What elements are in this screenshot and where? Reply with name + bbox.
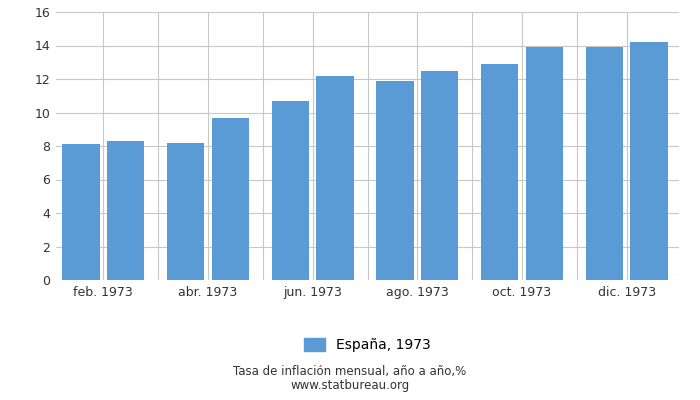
Legend: España, 1973: España, 1973 (299, 332, 436, 358)
Bar (211, 118, 249, 280)
Bar (631, 42, 668, 280)
Text: Tasa de inflación mensual, año a año,%: Tasa de inflación mensual, año a año,% (233, 366, 467, 378)
Bar (167, 143, 204, 280)
Bar (107, 141, 144, 280)
Bar (272, 101, 309, 280)
Bar (376, 81, 414, 280)
Bar (526, 47, 563, 280)
Bar (481, 64, 518, 280)
Text: www.statbureau.org: www.statbureau.org (290, 380, 410, 392)
Bar (421, 71, 458, 280)
Bar (62, 144, 99, 280)
Bar (586, 47, 623, 280)
Bar (316, 76, 354, 280)
